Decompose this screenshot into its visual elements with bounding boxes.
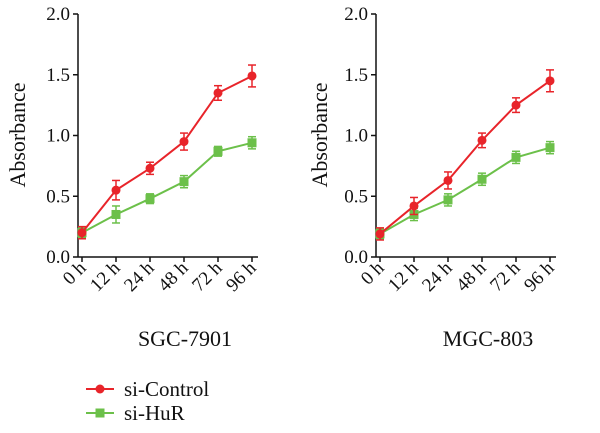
y-tick-label: 1.5 [344,65,368,86]
legend-label: si-Control [124,377,209,401]
y-tick-label: 1.0 [46,126,70,147]
data-point [111,185,121,195]
data-point [145,194,155,204]
axes: 0.00.51.01.52.00 h12 h24 h48 h72 h96 h [344,4,559,296]
x-tick-label: 96 h [520,257,559,296]
data-point [443,175,453,185]
y-axis-label: Absorbance [5,82,30,187]
axes: 0.00.51.01.52.00 h12 h24 h48 h72 h96 h [46,4,261,296]
chart-panel-sgc-7901: Absorbance SGC-7901 0.00.51.01.52.00 h12… [5,4,261,351]
series-si-hur [77,135,257,239]
legend-marker-square [95,408,105,418]
data-point [443,195,453,205]
series-marks [77,64,257,240]
y-tick-label: 1.0 [344,126,368,147]
legend-marker-circle [95,384,105,394]
x-tick-label: 48 h [154,257,193,296]
legend-label: si-HuR [124,401,185,425]
y-tick-label: 0.5 [344,186,368,207]
x-tick-label: 24 h [120,257,159,296]
series-si-control [375,69,555,241]
legend-item-si-control: si-Control [86,377,209,401]
series-marks [375,69,555,241]
data-point [247,71,257,81]
y-tick-label: 2.0 [344,4,368,25]
y-tick-label: 1.5 [46,65,70,86]
data-point [213,146,223,156]
y-tick-label: 0.0 [46,247,70,268]
legend: si-Control si-HuR [86,377,209,425]
data-point [213,88,223,98]
data-point [375,229,385,239]
chart-title: SGC-7901 [138,326,232,351]
x-tick-label: 72 h [486,257,525,296]
data-point [145,163,155,173]
y-tick-label: 0.5 [46,186,70,207]
series-line [379,146,551,235]
data-point [409,201,419,211]
series-si-control [77,64,257,240]
x-tick-label: 96 h [222,257,261,296]
x-tick-label: 12 h [384,257,423,296]
data-point [511,152,521,162]
x-tick-label: 48 h [452,257,491,296]
series-line [379,80,551,235]
data-point [111,209,121,219]
data-point [179,177,189,187]
y-axis-label: Absorbance [307,82,332,187]
x-tick-label: 12 h [86,257,125,296]
data-point [545,143,555,153]
legend-item-si-hur: si-HuR [86,401,185,425]
data-point [77,228,87,238]
chart-title: MGC-803 [443,326,533,351]
series-si-hur [375,140,555,240]
data-point [179,137,189,147]
series-line [81,75,253,234]
y-tick-label: 2.0 [46,4,70,25]
data-point [545,76,555,86]
y-tick-label: 0.0 [344,247,368,268]
data-point [511,100,521,110]
data-point [477,174,487,184]
data-point [477,135,487,145]
series-line [81,141,253,234]
x-tick-label: 72 h [188,257,227,296]
x-tick-label: 24 h [418,257,457,296]
chart-panel-mgc-803: Absorbance MGC-803 0.00.51.01.52.00 h12 … [307,4,559,351]
data-point [247,138,257,148]
